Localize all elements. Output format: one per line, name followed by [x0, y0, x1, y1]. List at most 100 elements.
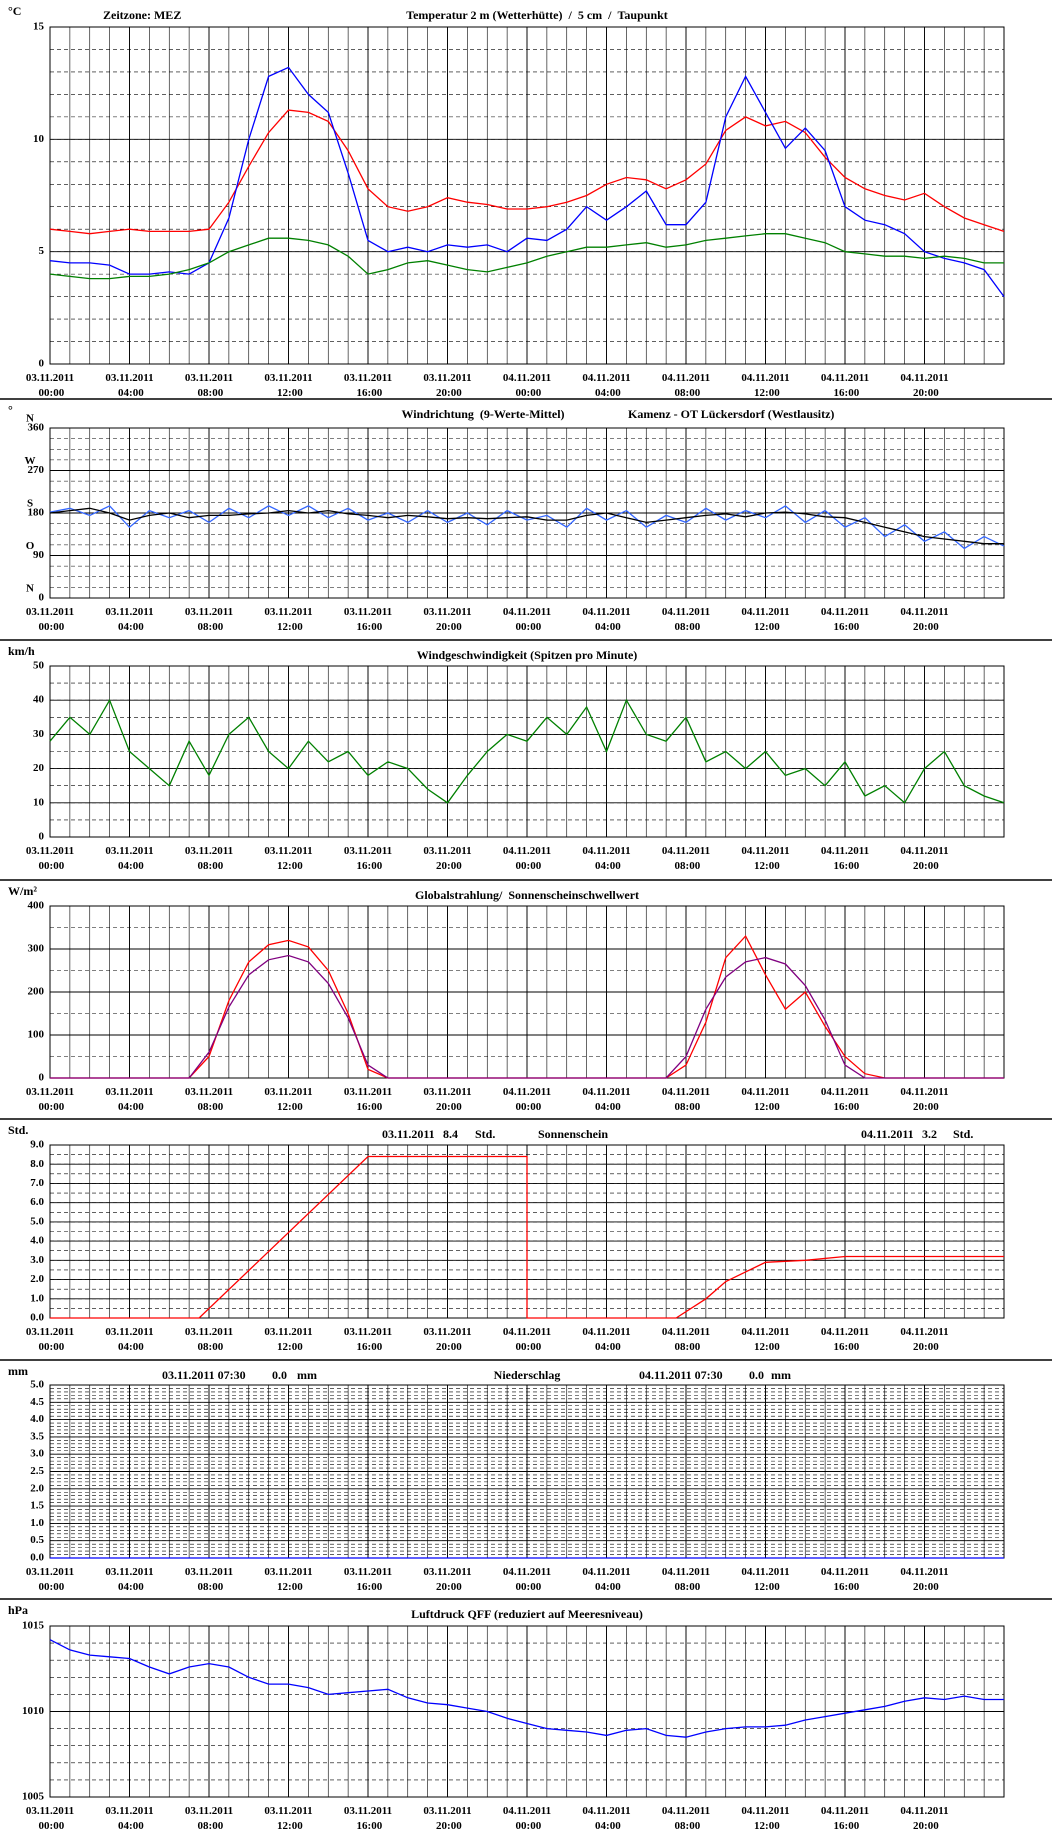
x-tick-label: 04.11.2011 00:00 [503, 1086, 551, 1113]
x-tick-label: 03.11.2011 12:00 [264, 1326, 312, 1353]
title-part: Windgeschwindigkeit (Spitzen pro Minute) [417, 648, 638, 662]
title-part: Windrichtung [401, 407, 473, 421]
data-line [50, 1155, 1004, 1319]
annotation: Kamenz - OT Lückersdorf (Westlausitz) [628, 407, 834, 421]
annotation: Zeitzone: MEZ [103, 8, 181, 22]
x-tick-label: 04.11.2011 12:00 [741, 845, 789, 872]
x-tick-label: 03.11.2011 00:00 [26, 372, 74, 399]
annotation: 0.0 [272, 1368, 287, 1382]
x-tick-label: 04.11.2011 00:00 [503, 606, 551, 633]
x-tick-label: 04.11.2011 00:00 [503, 845, 551, 872]
x-tick-label: 03.11.2011 00:00 [26, 845, 74, 872]
x-tick-label: 03.11.2011 04:00 [105, 1326, 153, 1353]
x-tick-label: 03.11.2011 00:00 [26, 1086, 74, 1113]
x-tick-label: 04.11.2011 08:00 [662, 372, 710, 399]
y-tick-label: 0 [39, 358, 45, 370]
y-tick-label: 10 [33, 133, 45, 145]
y-tick-label: 30 [33, 728, 45, 740]
x-tick-label: 03.11.2011 12:00 [264, 606, 312, 633]
y-unit: km/h [8, 644, 35, 658]
x-tick-label: 03.11.2011 16:00 [344, 1566, 392, 1593]
x-tick-label: 04.11.2011 04:00 [582, 372, 630, 399]
y-unit: W/m² [8, 884, 37, 898]
x-tick-label: 03.11.2011 16:00 [344, 845, 392, 872]
x-tick-label: 04.11.2011 00:00 [503, 372, 551, 399]
title-part: Taupunkt [618, 8, 668, 22]
x-tick-label: 04.11.2011 12:00 [741, 1086, 789, 1113]
y-tick-label: 0 [39, 831, 45, 843]
x-tick-label: 03.11.2011 20:00 [423, 845, 471, 872]
x-tick-label: 04.11.2011 16:00 [821, 1566, 869, 1593]
data-line [50, 954, 1004, 1079]
y-tick-label: 5.0 [30, 1215, 44, 1227]
x-tick-label: 03.11.2011 08:00 [185, 372, 233, 399]
x-tick-label: 03.11.2011 20:00 [423, 1805, 471, 1832]
y-tick-label: 15 [33, 21, 45, 33]
x-tick-label: 04.11.2011 12:00 [741, 1566, 789, 1593]
x-tick-label: 04.11.2011 04:00 [582, 1086, 630, 1113]
y-tick-label: 40 [33, 694, 45, 706]
x-tick-label: 04.11.2011 20:00 [900, 606, 948, 633]
y-unit: ° [8, 403, 13, 417]
y-tick-label: 50 [33, 660, 45, 672]
title-part: (9-Werte-Mittel) [480, 407, 565, 421]
direction-label: N [26, 583, 34, 595]
data-line [49, 507, 1004, 545]
y-unit: °C [8, 4, 21, 18]
x-tick-label: 03.11.2011 08:00 [185, 1566, 233, 1593]
title-part: / [607, 8, 612, 22]
y-tick-label: 4.5 [30, 1396, 44, 1408]
y-tick-label: 270 [28, 464, 45, 476]
title-part: Sonnenscheinschwellwert [508, 888, 639, 902]
y-tick-label: 1.0 [30, 1517, 44, 1529]
x-tick-label: 03.11.2011 20:00 [423, 1326, 471, 1353]
x-tick-label: 04.11.2011 08:00 [662, 1326, 710, 1353]
direction-label: S [27, 498, 33, 510]
y-tick-label: 100 [28, 1029, 45, 1041]
annotation: 03.11.2011 07:30 [162, 1368, 246, 1382]
y-tick-label: 8.0 [30, 1158, 44, 1170]
x-tick-label: 04.11.2011 00:00 [503, 1805, 551, 1832]
x-tick-label: 04.11.2011 20:00 [900, 1326, 948, 1353]
title-part: Sonnenschein [538, 1127, 608, 1141]
x-tick-label: 04.11.2011 08:00 [662, 1805, 710, 1832]
x-tick-label: 04.11.2011 12:00 [741, 1805, 789, 1832]
x-tick-label: 03.11.2011 08:00 [185, 1086, 233, 1113]
y-unit: mm [8, 1364, 28, 1378]
y-tick-label: 5 [39, 245, 45, 257]
x-tick-label: 04.11.2011 16:00 [821, 1086, 869, 1113]
data-line [49, 1639, 1004, 1738]
y-tick-label: 3.0 [30, 1254, 44, 1266]
x-tick-label: 04.11.2011 08:00 [662, 606, 710, 633]
title-part: Niederschlag [494, 1368, 561, 1382]
x-tick-label: 04.11.2011 20:00 [900, 845, 948, 872]
title-part: Temperatur 2 m (Wetterhütte) [406, 8, 562, 22]
x-tick-label: 03.11.2011 08:00 [185, 606, 233, 633]
x-tick-label: 03.11.2011 16:00 [344, 606, 392, 633]
x-tick-label: 03.11.2011 00:00 [26, 1805, 74, 1832]
x-tick-label: 03.11.2011 16:00 [344, 1086, 392, 1113]
y-tick-label: 180 [28, 507, 45, 519]
y-tick-label: 20 [33, 762, 45, 774]
y-tick-label: 3.5 [30, 1430, 44, 1442]
data-line [49, 233, 1004, 280]
y-tick-label: 3.0 [30, 1448, 44, 1460]
x-tick-label: 03.11.2011 04:00 [105, 1805, 153, 1832]
x-tick-label: 03.11.2011 16:00 [344, 1326, 392, 1353]
annotation: mm [297, 1368, 317, 1382]
annotation: 04.11.2011 [861, 1127, 914, 1141]
annotation: mm [771, 1368, 791, 1382]
x-tick-label: 04.11.2011 08:00 [662, 1566, 710, 1593]
x-tick-label: 04.11.2011 12:00 [741, 1326, 789, 1353]
y-tick-label: 0.5 [30, 1534, 44, 1546]
y-tick-label: 5.0 [30, 1379, 44, 1391]
x-tick-label: 03.11.2011 08:00 [185, 1326, 233, 1353]
data-line [49, 698, 1005, 804]
x-tick-label: 04.11.2011 20:00 [900, 1086, 948, 1113]
x-tick-label: 03.11.2011 20:00 [423, 372, 471, 399]
x-tick-label: 04.11.2011 16:00 [821, 606, 869, 633]
title-part: Globalstrahlung/ [415, 888, 503, 902]
x-tick-label: 04.11.2011 12:00 [741, 606, 789, 633]
y-tick-label: 2.0 [30, 1273, 44, 1285]
data-line [49, 505, 1005, 550]
